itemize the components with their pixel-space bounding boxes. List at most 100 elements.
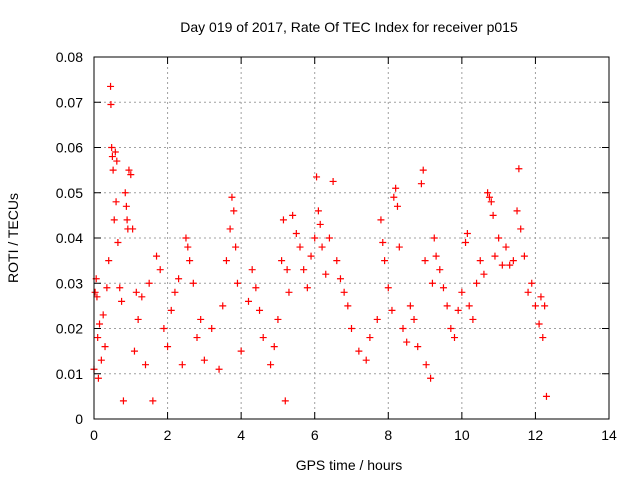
data-point (208, 325, 216, 332)
y-tick-label: 0.03 (56, 275, 83, 291)
data-point (366, 334, 374, 342)
data-point (228, 193, 236, 201)
data-point (485, 193, 493, 201)
data-point (182, 234, 190, 242)
data-point (256, 306, 264, 314)
data-point (422, 361, 430, 369)
data-point (189, 279, 197, 287)
x-tick-label: 2 (164, 427, 172, 443)
data-point (388, 306, 396, 314)
data-point (463, 229, 471, 237)
data-point (193, 334, 201, 342)
data-point (149, 397, 157, 405)
data-point (164, 343, 172, 351)
data-point (171, 288, 179, 296)
data-point (103, 284, 111, 292)
data-point (373, 315, 381, 323)
data-point (329, 177, 337, 185)
x-tick-label: 12 (528, 427, 544, 443)
data-point (121, 189, 129, 197)
data-point (108, 153, 116, 161)
data-point (520, 252, 528, 260)
data-point (421, 257, 429, 265)
data-point (399, 325, 407, 332)
data-point (515, 165, 523, 173)
data-point (403, 338, 411, 346)
x-tick-label: 4 (237, 427, 245, 443)
x-axis-ticks: 0 2 4 6 8 10 12 14 (90, 57, 617, 443)
y-tick-label: 0.07 (56, 94, 83, 110)
data-point (113, 157, 121, 165)
data-point (119, 397, 127, 405)
data-point (419, 166, 427, 174)
data-point (132, 288, 140, 296)
x-tick-label: 10 (454, 427, 470, 443)
data-point (513, 207, 521, 215)
y-axis-ticks: 0 0.01 0.02 0.03 0.04 0.05 0.06 0.07 0.08 (56, 49, 609, 427)
data-point (167, 306, 175, 314)
y-axis-label: ROTI / TECUs (5, 193, 21, 283)
data-point (267, 361, 275, 369)
data-point (502, 243, 510, 251)
x-tick-label: 8 (384, 427, 392, 443)
data-point (215, 365, 223, 373)
data-point (362, 356, 370, 364)
data-point (105, 257, 113, 265)
data-point (178, 361, 186, 369)
data-point (458, 288, 466, 296)
data-point (186, 257, 194, 265)
data-point (259, 334, 267, 342)
data-point (495, 234, 503, 242)
data-point (101, 343, 109, 351)
data-point (127, 171, 135, 179)
data-point (506, 261, 514, 269)
y-tick-label: 0 (75, 411, 83, 427)
data-point (427, 374, 435, 382)
data-point (112, 198, 120, 206)
data-point (270, 343, 278, 351)
data-point (97, 356, 105, 364)
data-point (469, 315, 477, 323)
data-point (484, 189, 492, 197)
data-point (325, 234, 333, 242)
data-point (129, 225, 137, 233)
y-tick-label: 0.06 (56, 140, 83, 156)
data-point (91, 288, 99, 296)
data-point (542, 392, 550, 400)
data-point (322, 270, 330, 278)
data-point (156, 266, 164, 274)
data-point (344, 302, 352, 310)
data-point (197, 315, 205, 323)
data-point (393, 202, 401, 210)
data-point (333, 257, 341, 265)
data-point (283, 266, 291, 274)
data-point (96, 320, 104, 328)
x-tick-label: 14 (601, 427, 617, 443)
data-point (539, 334, 547, 342)
data-point (116, 284, 124, 292)
data-point (336, 275, 344, 283)
data-point (289, 211, 297, 219)
chart-title: Day 019 of 2017, Rate Of TEC Index for r… (180, 19, 518, 35)
data-point (303, 284, 311, 292)
data-point (524, 288, 532, 296)
data-point (489, 211, 497, 219)
data-point (447, 325, 455, 332)
data-point (476, 257, 484, 265)
data-point (307, 252, 315, 260)
data-point (430, 234, 438, 242)
data-point (443, 302, 451, 310)
data-point (279, 216, 287, 224)
data-point (245, 297, 252, 305)
data-point (406, 302, 414, 310)
data-point (123, 216, 131, 224)
data-point (491, 252, 499, 260)
data-point (233, 279, 241, 287)
data-point (110, 216, 118, 224)
data-point (313, 173, 321, 181)
data-point (432, 252, 440, 260)
data-point (528, 279, 536, 287)
data-point (248, 266, 256, 274)
data-point (200, 356, 208, 364)
